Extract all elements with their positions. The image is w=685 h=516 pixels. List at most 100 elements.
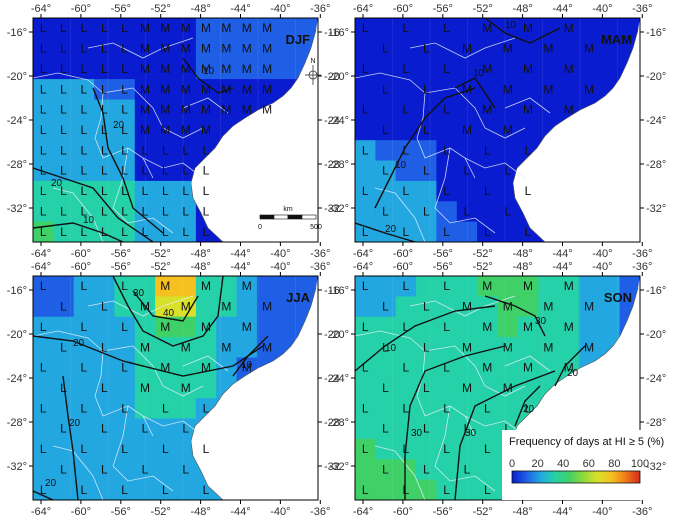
- cell-marker-L: L: [81, 143, 88, 157]
- field-cell: [477, 180, 499, 202]
- cell-marker-L: L: [81, 123, 88, 137]
- lon-tick-label: -36°: [632, 261, 652, 273]
- state-border: [112, 147, 174, 234]
- cell-marker-L: L: [504, 164, 511, 178]
- field-cell: [375, 99, 397, 121]
- cell-marker-L: L: [182, 463, 189, 477]
- field-cell: [395, 180, 417, 202]
- field-cell: [175, 201, 197, 223]
- field-cell: [517, 18, 539, 39]
- field-cell: [538, 58, 560, 80]
- cell-marker-M: M: [262, 21, 272, 35]
- field-cell: [73, 119, 95, 141]
- season-label: JJA: [286, 290, 310, 305]
- cell-marker-L: L: [423, 205, 430, 219]
- cell-marker-L: L: [142, 164, 149, 178]
- field-cell: [195, 377, 217, 399]
- field-cell: [355, 459, 376, 481]
- lon-tick-label: -44°: [552, 506, 572, 516]
- lon-tick-label: -36°: [310, 506, 330, 516]
- cell-marker-L: L: [81, 225, 88, 239]
- cell-marker-L: L: [382, 164, 389, 178]
- cell-marker-M: M: [262, 300, 272, 314]
- compass-label: N: [310, 58, 315, 65]
- cell-marker-M: M: [201, 361, 211, 375]
- lat-tick-label: -24°: [324, 373, 340, 385]
- field-cell: [558, 296, 580, 318]
- cell-marker-L: L: [403, 184, 410, 198]
- cell-marker-L: L: [40, 205, 47, 219]
- cell-marker-L: L: [121, 143, 128, 157]
- field-cell: [175, 398, 197, 420]
- field-cell: [53, 296, 75, 318]
- cell-marker-L: L: [162, 225, 169, 239]
- scale-start: 0: [258, 224, 262, 231]
- field-cell: [94, 337, 116, 359]
- cell-marker-M: M: [462, 340, 472, 354]
- field-cell: [216, 337, 238, 359]
- field-cell: [33, 418, 54, 440]
- field-cell: [416, 357, 438, 379]
- cell-marker-L: L: [101, 164, 108, 178]
- field-cell: [456, 18, 478, 39]
- contour-label: 10: [241, 360, 253, 371]
- cell-marker-M: M: [242, 279, 252, 293]
- field-cell: [195, 58, 217, 80]
- cell-marker-L: L: [121, 123, 128, 137]
- lon-tick-label: -56°: [433, 3, 453, 15]
- field-cell: [297, 276, 318, 297]
- field-cell: [578, 316, 600, 338]
- contour-label: 10: [395, 160, 407, 171]
- lon-tick-label: -36°: [632, 3, 652, 15]
- field-cell: [33, 438, 54, 460]
- cell-marker-L: L: [40, 164, 47, 178]
- field-cell: [477, 459, 499, 481]
- state-border: [102, 345, 204, 397]
- field-cell: [53, 337, 75, 359]
- field-cell: [94, 140, 116, 162]
- field-cell: [155, 479, 177, 500]
- colorbar-tick-label: 0: [509, 458, 515, 470]
- cell-marker-L: L: [81, 361, 88, 375]
- field-cell: [114, 18, 136, 39]
- cell-marker-L: L: [203, 205, 210, 219]
- cell-marker-L: L: [81, 442, 88, 456]
- field-cell: [558, 337, 580, 359]
- cell-marker-L: L: [121, 82, 128, 96]
- cell-marker-L: L: [101, 103, 108, 117]
- cell-marker-L: L: [60, 82, 67, 96]
- cell-marker-L: L: [484, 401, 491, 415]
- field-cell: [497, 38, 519, 60]
- cell-marker-L: L: [182, 184, 189, 198]
- contour-line: [484, 295, 546, 337]
- field-cell: [73, 398, 95, 420]
- lat-tick-label: -16°: [646, 27, 666, 39]
- contour-label: 10: [385, 343, 397, 354]
- state-border: [434, 405, 496, 492]
- cell-marker-L: L: [464, 205, 471, 219]
- cell-marker-L: L: [101, 340, 108, 354]
- cell-marker-L: L: [443, 401, 450, 415]
- cell-marker-L: L: [142, 422, 149, 436]
- field-cell: [355, 180, 376, 202]
- cell-marker-M: M: [503, 123, 513, 137]
- field-cell: [155, 119, 177, 141]
- field-cell: [416, 160, 438, 182]
- contour-label: 20: [73, 338, 85, 349]
- cell-marker-L: L: [60, 143, 67, 157]
- state-border: [182, 355, 229, 372]
- field-cell: [416, 79, 438, 101]
- cell-marker-M: M: [181, 21, 191, 35]
- cell-marker-L: L: [362, 361, 369, 375]
- cell-marker-M: M: [262, 62, 272, 76]
- state-border: [355, 72, 476, 179]
- cell-marker-L: L: [484, 225, 491, 239]
- field-cell: [94, 119, 116, 141]
- field-cell: [53, 357, 75, 379]
- lon-tick-label: -44°: [552, 3, 572, 15]
- contour-line: [484, 18, 561, 44]
- cell-marker-L: L: [362, 21, 369, 35]
- contour-label: 20: [69, 418, 81, 429]
- colorbar-legend: Frequency of days at HI ≥ 5 (%) 0 20 40 60 80…: [502, 430, 664, 500]
- lon-tick-label: -52°: [151, 3, 171, 15]
